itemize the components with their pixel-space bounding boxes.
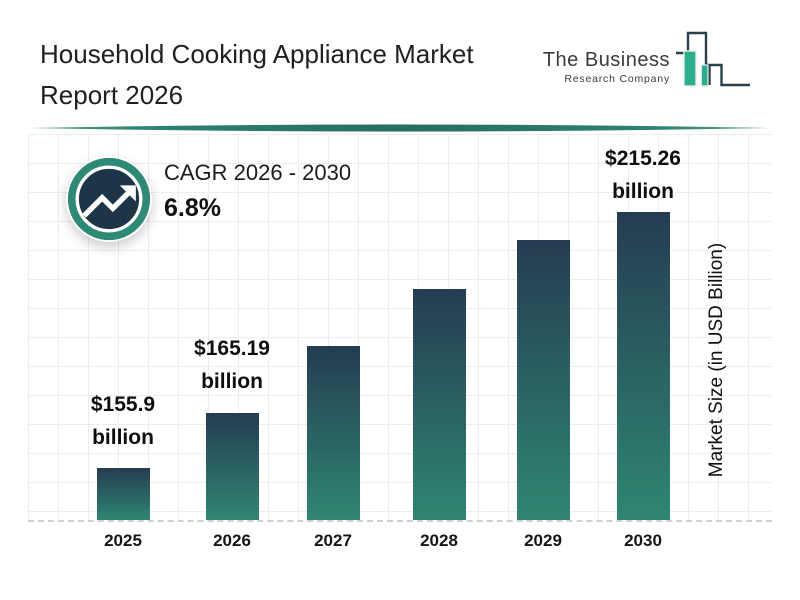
x-tick-label-2029: 2029 — [524, 531, 562, 550]
cagr-callout: CAGR 2026 - 2030 6.8% — [164, 160, 351, 223]
x-tick-label-2028: 2028 — [420, 531, 458, 550]
logo-subname: Research Company — [564, 73, 670, 85]
value-label-2026: $165.19 billion — [194, 337, 270, 393]
cagr-label: CAGR 2026 - 2030 — [164, 160, 352, 185]
company-logo-text: The Business Research Company — [543, 49, 670, 85]
x-tick-label-2027: 2027 — [314, 531, 352, 550]
bar-2028 — [412, 289, 466, 520]
page-title: Household Cooking Appliance Market Repor… — [40, 34, 474, 116]
bar-2027 — [306, 346, 360, 520]
x-tick-label-2025: 2025 — [104, 531, 142, 550]
logo-name: The Business — [542, 49, 670, 71]
value-label-2025: $155.9 billion — [90, 393, 156, 449]
bar-2026 — [205, 413, 259, 520]
page-title-line2: Report 2026 — [40, 80, 184, 110]
x-tick-label-2030: 2030 — [624, 531, 662, 550]
bar-2029 — [516, 240, 570, 520]
cagr-value: 6.8% — [164, 194, 221, 222]
bar-2025 — [96, 468, 150, 520]
company-logo-skyline-icon — [676, 31, 750, 87]
x-tick-label-2026: 2026 — [213, 531, 251, 550]
cagr-trending-up-badge-icon — [67, 157, 151, 241]
bar-2030 — [616, 212, 670, 520]
y-axis-label: Market Size (in USD Billion) — [706, 242, 727, 478]
value-label-2030: $215.26 billion — [605, 147, 681, 203]
page-title-line1: Household Cooking Appliance Market — [40, 39, 474, 69]
divider-swoosh — [30, 124, 770, 132]
